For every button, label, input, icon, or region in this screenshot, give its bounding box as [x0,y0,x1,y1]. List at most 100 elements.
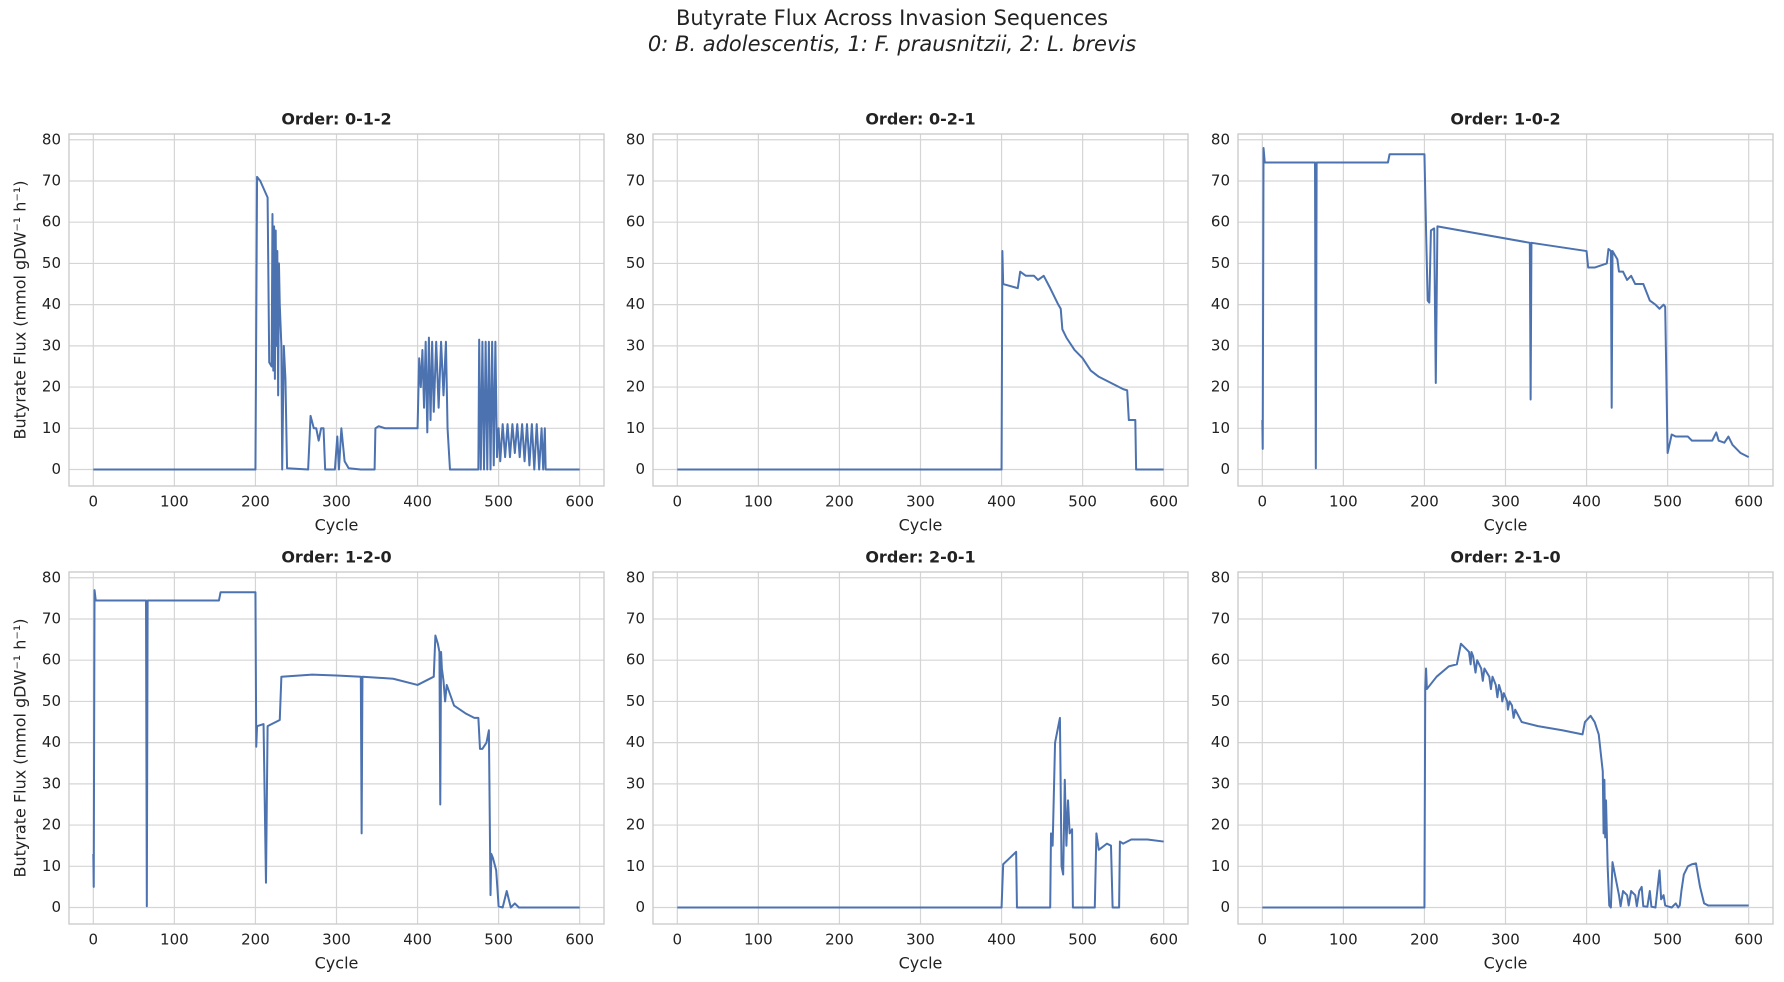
axes-frame [68,133,605,487]
y-tick-label: 0 [1220,460,1230,478]
y-tick-label: 50 [1211,254,1230,272]
y-tick-label: 30 [1211,774,1230,792]
x-tick-label: 400 [987,931,1016,949]
y-tick-label: 40 [626,295,645,313]
y-tick-label: 20 [626,378,645,396]
x-tick-label: 500 [1068,931,1097,949]
y-tick-label: 10 [626,857,645,875]
y-tick-label: 60 [1211,651,1230,669]
x-tick-label: 400 [1572,493,1601,511]
x-axis-label: Cycle [315,954,359,973]
x-axis-label: Cycle [315,516,359,535]
y-tick-label: 80 [626,568,645,586]
y-tick-label: 0 [1220,898,1230,916]
x-tick-label: 500 [1653,493,1682,511]
axes-frame [68,571,605,925]
x-tick-label: 400 [1572,931,1601,949]
y-axis-label: Butyrate Flux (mmol gDW⁻¹ h⁻¹) [11,618,30,877]
y-tick-label: 60 [42,213,61,231]
y-tick-label: 30 [626,774,645,792]
x-tick-label: 100 [160,493,189,511]
x-tick-label: 200 [825,931,854,949]
y-tick-label: 0 [51,460,61,478]
x-tick-label: 100 [160,931,189,949]
y-tick-label: 50 [626,254,645,272]
y-tick-label: 0 [635,898,645,916]
y-tick-label: 50 [626,692,645,710]
axes-frame [1237,571,1774,925]
subplot-title: Order: 1-0-2 [1450,110,1560,129]
y-tick-label: 60 [626,213,645,231]
y-tick-label: 10 [1211,419,1230,437]
subplot-title: Order: 0-2-1 [865,110,975,129]
y-tick-label: 70 [1211,609,1230,627]
y-tick-label: 40 [42,295,61,313]
y-tick-label: 20 [42,378,61,396]
y-tick-label: 40 [1211,733,1230,751]
x-tick-label: 0 [673,493,683,511]
x-tick-label: 300 [906,931,935,949]
y-tick-label: 10 [42,857,61,875]
y-tick-label: 30 [42,774,61,792]
x-axis-label: Cycle [899,954,943,973]
y-tick-label: 80 [626,130,645,148]
x-tick-label: 100 [1329,493,1358,511]
y-tick-label: 40 [42,733,61,751]
x-tick-label: 500 [484,931,513,949]
x-tick-label: 300 [322,493,351,511]
axes-frame [1237,133,1774,487]
subplot-title: Order: 0-1-2 [281,110,391,129]
x-tick-label: 0 [1258,931,1268,949]
y-tick-label: 70 [1211,171,1230,189]
x-tick-label: 400 [987,493,1016,511]
data-line [92,589,580,909]
data-line [677,250,1164,471]
x-tick-label: 600 [565,493,594,511]
data-line [677,716,1164,909]
x-tick-label: 400 [403,931,432,949]
y-tick-label: 50 [42,692,61,710]
y-tick-label: 40 [1211,295,1230,313]
y-tick-label: 80 [42,568,61,586]
y-tick-label: 30 [626,336,645,354]
y-tick-label: 60 [1211,213,1230,231]
y-tick-label: 10 [626,419,645,437]
x-tick-label: 300 [906,493,935,511]
x-tick-label: 200 [825,493,854,511]
x-tick-label: 500 [1653,931,1682,949]
data-line [1262,642,1749,909]
y-tick-label: 70 [42,171,61,189]
x-tick-label: 500 [484,493,513,511]
x-tick-label: 0 [89,493,99,511]
y-tick-label: 80 [1211,568,1230,586]
y-tick-label: 20 [626,816,645,834]
y-tick-label: 60 [626,651,645,669]
x-tick-label: 200 [1410,931,1439,949]
x-tick-label: 300 [322,931,351,949]
x-tick-label: 100 [744,493,773,511]
y-tick-label: 60 [42,651,61,669]
x-tick-label: 600 [1149,493,1178,511]
x-axis-label: Cycle [899,516,943,535]
y-tick-label: 10 [1211,857,1230,875]
y-tick-label: 30 [1211,336,1230,354]
x-tick-label: 400 [403,493,432,511]
y-tick-label: 20 [1211,378,1230,396]
y-tick-label: 50 [42,254,61,272]
data-line [1261,147,1750,470]
y-tick-label: 20 [1211,816,1230,834]
y-tick-label: 70 [42,609,61,627]
x-tick-label: 100 [744,931,773,949]
x-tick-label: 600 [1734,493,1763,511]
subplot-title: Order: 1-2-0 [281,548,391,567]
figure-title: Butyrate Flux Across Invasion Sequences [676,6,1108,30]
y-tick-label: 0 [51,898,61,916]
y-tick-label: 10 [42,419,61,437]
x-tick-label: 200 [1410,493,1439,511]
y-tick-label: 80 [1211,130,1230,148]
y-tick-label: 70 [626,171,645,189]
x-tick-label: 0 [89,931,99,949]
x-tick-label: 600 [565,931,594,949]
subplot-title: Order: 2-1-0 [1450,548,1560,567]
